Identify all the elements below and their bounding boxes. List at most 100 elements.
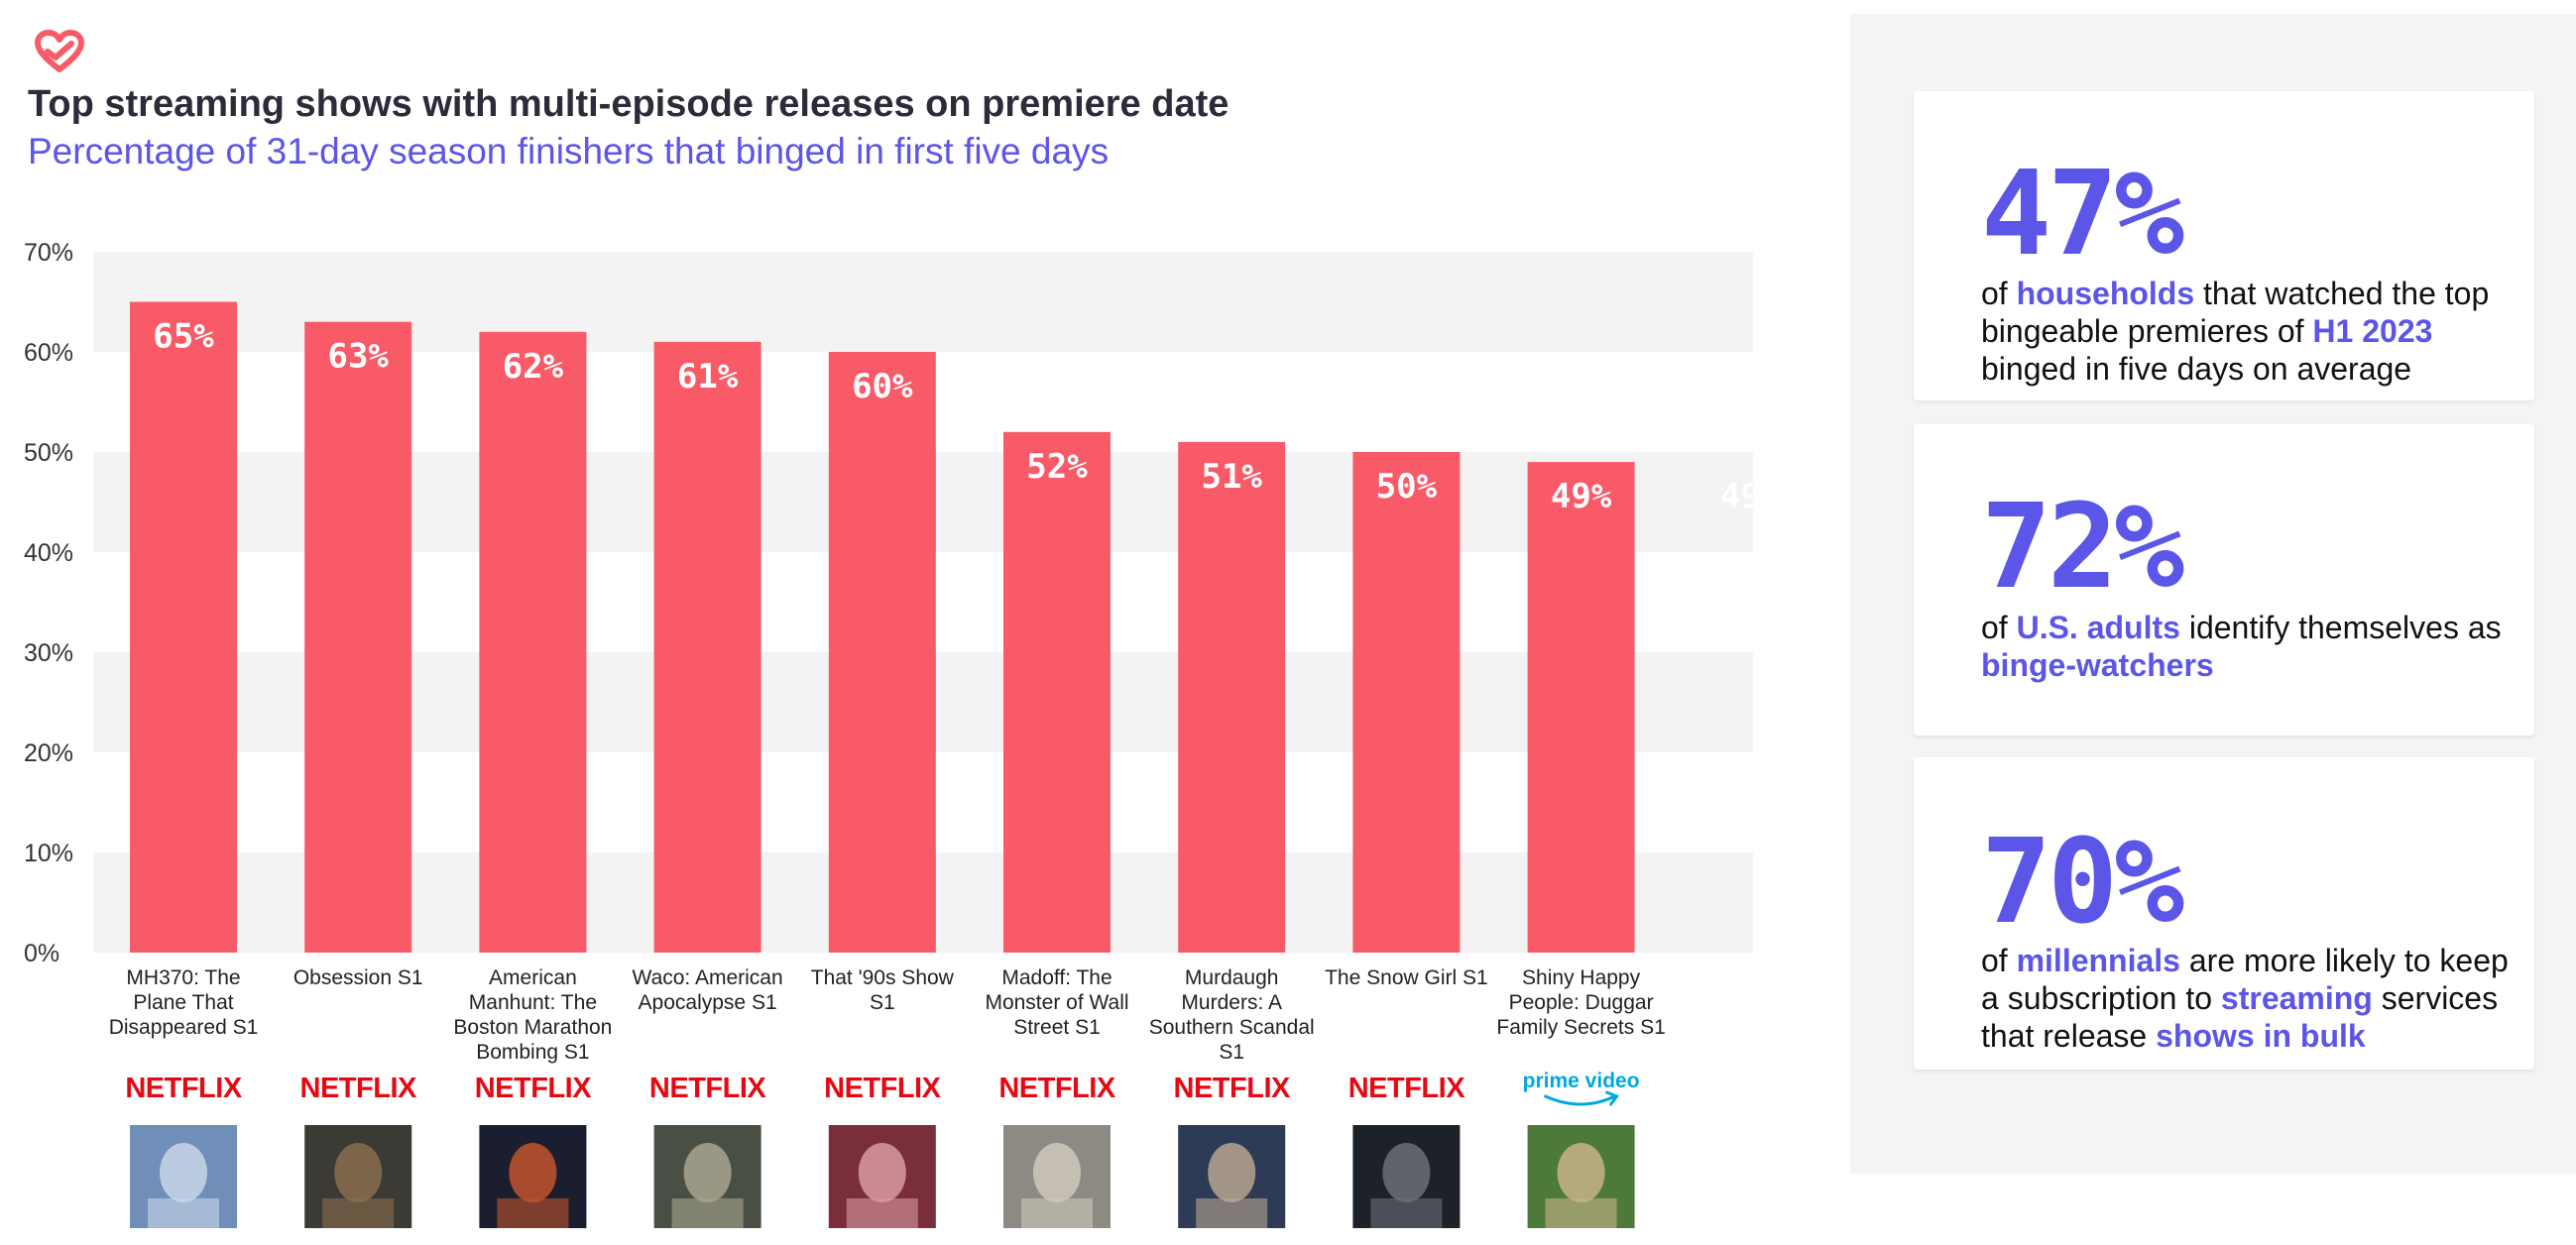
thumbnail-figure [160,1143,207,1202]
stat-text: binged in five days on average [1981,351,2412,387]
prime-arrow-icon [1605,1090,1619,1106]
stat-highlight: millennials [2016,943,2180,978]
category-label: Murders: A [1181,991,1282,1014]
thumbnail-figure-body [671,1198,744,1228]
thumbnail-figure-body [497,1198,569,1228]
bar-value-label: 62% [503,347,564,387]
netflix-logo: NETFLIX [300,1073,417,1104]
netflix-logo: NETFLIX [475,1073,592,1104]
category-label: S1 [1219,1041,1244,1064]
category-label: Waco: American [633,966,783,989]
thumbnail-figure-body [148,1198,219,1228]
bar-value-label: 52% [1026,447,1088,487]
category-label: Family Secrets S1 [1496,1016,1665,1039]
category-label: American [489,966,577,989]
stat-text: identify themselves as [2179,610,2502,645]
bar [828,352,936,953]
clipped-value-label: 49 [1720,477,1761,516]
thumbnail-figure-body [1370,1198,1443,1228]
category-label: Madoff: The [1001,966,1112,989]
category-label: MH370: The [126,966,240,989]
netflix-logo: NETFLIX [1174,1073,1291,1104]
bar [653,341,761,953]
category-label: That '90s Show [811,966,955,989]
category-label: Obsession S1 [293,966,423,989]
category-label: Plane That [133,991,233,1014]
bar-value-label: 51% [1201,457,1262,497]
bar [1178,441,1286,953]
stat-description: of U.S. adults identify themselves as bi… [1981,609,2521,684]
y-tick-label: 40% [24,539,73,567]
category-label: The Snow Girl S1 [1325,966,1488,989]
stats-panel: 47% of households that watched the top b… [1850,0,2576,1245]
bar [1352,452,1461,953]
stat-text: that watched the top bingeable premieres… [1981,276,2490,349]
category-label: Southern Scandal [1149,1016,1315,1039]
y-tick-label: 30% [24,639,73,667]
stat-highlight: binge-watchers [1981,647,2214,683]
stat-description: of millennials are more likely to keep a… [1981,942,2521,1055]
thumbnail-figure-body [1021,1198,1093,1228]
stat-value: 47% [1981,145,2184,282]
thumbnail-figure [1208,1143,1256,1202]
stat-highlight: U.S. adults [2016,610,2180,645]
thumbnail-figure [509,1143,557,1202]
stat-card-households: 47% of households that watched the top b… [1914,91,2534,400]
netflix-logo: NETFLIX [649,1073,766,1104]
netflix-logo: NETFLIX [824,1073,941,1104]
thumbnail-figure [1033,1143,1081,1202]
stat-card-millennials: 70% of millennials are more likely to ke… [1914,757,2534,1070]
chart-panel: Top streaming shows with multi-episode r… [24,30,1761,1228]
heart-check-logo-icon [35,30,84,72]
netflix-logo: NETFLIX [1348,1073,1465,1104]
thumbnail-figure [1557,1143,1605,1202]
thumbnail-figure [683,1143,732,1202]
category-label: Street S1 [1013,1016,1101,1039]
category-label: Murdaugh [1185,966,1279,989]
stat-value: 70% [1981,813,2184,950]
category-label: Manhunt: The [469,991,597,1014]
netflix-logo: NETFLIX [998,1073,1115,1104]
thumbnail-figure [334,1143,383,1202]
bar [130,301,237,953]
bar-value-label: 61% [677,357,739,396]
category-label: Bombing S1 [476,1041,589,1064]
stat-text: are more likely to keep a subscription t… [1981,943,2509,1016]
stat-highlight: shows in bulk [2156,1018,2366,1054]
bar-value-label: 60% [852,367,913,406]
stat-text: services that release [1981,980,2499,1054]
bar [479,331,587,953]
thumbnail-figure-body [322,1198,395,1228]
thumbnail-figure-body [1196,1198,1268,1228]
netflix-logo: NETFLIX [125,1073,242,1104]
bar-value-label: 49% [1551,477,1612,516]
category-label: Disappeared S1 [109,1016,259,1039]
stat-highlight: streaming [2220,980,2373,1016]
thumbnail-figure-body [1545,1198,1617,1228]
chart-subtitle: Percentage of 31-day season finishers th… [28,131,1110,171]
y-tick-label: 0% [24,940,59,967]
category-label: People: Duggar [1509,991,1654,1014]
category-label: S1 [870,991,895,1014]
stat-highlight: H1 2023 [2312,313,2433,349]
bar-chart: 0% 10% 20% 30% 40% 50% 60% 70% 65% MH370: ThePlan… [24,239,1761,1228]
chart-title: Top streaming shows with multi-episode r… [28,83,1229,125]
prime-video-logo: prime video [1523,1070,1640,1092]
y-tick-label: 70% [24,239,73,267]
thumbnail-figure-body [846,1198,918,1228]
y-tick-label: 60% [24,339,73,367]
category-label: Boston Marathon [453,1016,612,1039]
stat-text: of [1981,276,2017,311]
stat-description: of households that watched the top binge… [1981,275,2521,388]
y-tick-label: 10% [24,840,73,867]
category-label: Shiny Happy [1522,966,1641,989]
category-label: Apocalypse S1 [639,991,777,1014]
bar-value-label: 63% [327,337,389,377]
prime-smile-icon [1544,1094,1617,1106]
stat-value: 72% [1981,478,2184,615]
stat-card-us-adults: 72% of U.S. adults identify themselves a… [1914,424,2534,736]
y-tick-label: 50% [24,439,73,467]
stat-text: of [1981,943,2017,978]
bar-value-label: 50% [1376,467,1438,507]
stat-text: of [1981,610,2017,645]
